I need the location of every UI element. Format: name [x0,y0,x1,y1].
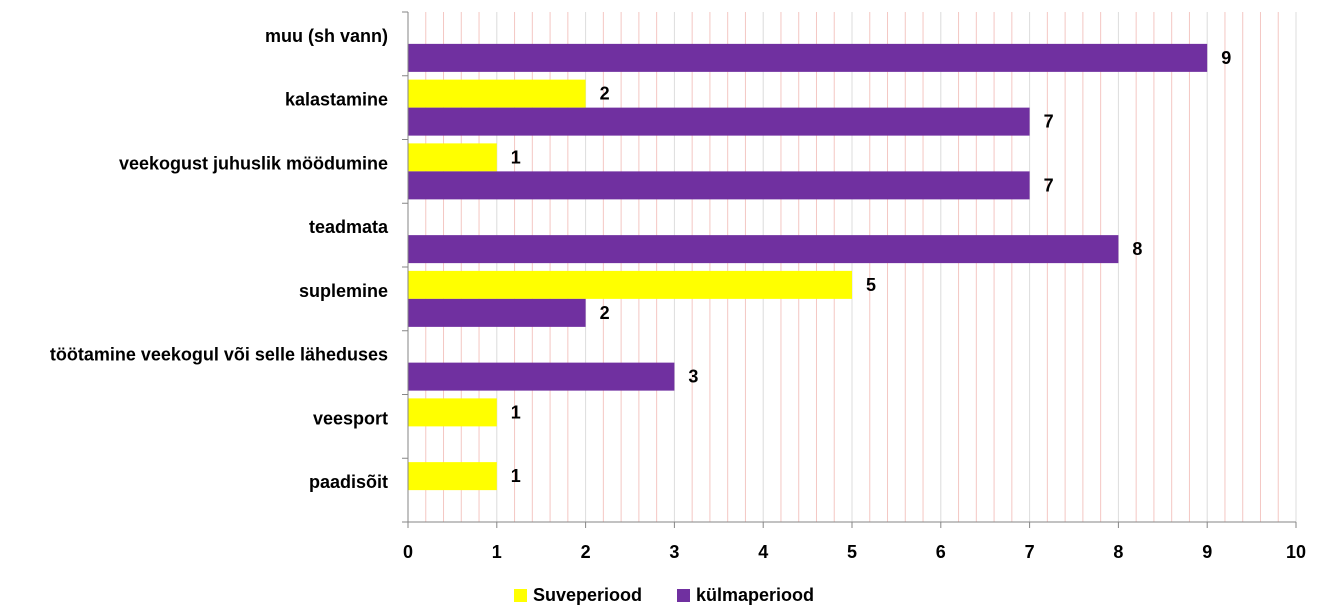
bar-cold-4 [408,298,586,327]
category-label: veekogust juhuslik möödumine [119,153,388,173]
bar-cold-5 [408,362,675,391]
bar-summer-7 [408,462,497,491]
legend-swatch-cold [677,589,690,602]
data-label: 3 [688,367,698,387]
x-tick-label: 4 [758,542,768,562]
data-label: 1 [511,466,521,486]
labels: 9 muu (sh vann) 2 7 kalastamine 1 7 veekogust j… [50,26,1231,492]
x-tick-label: 8 [1113,542,1123,562]
data-label: 1 [511,402,521,422]
data-label: 7 [1044,175,1054,195]
data-label: 5 [866,275,876,295]
data-label: 1 [511,147,521,167]
bar-cold-2 [408,171,1030,200]
bar-summer-4 [408,270,852,299]
bars [408,43,1208,491]
x-tick-label: 2 [581,542,591,562]
category-label: paadisõit [309,472,388,492]
category-label: veesport [313,408,388,428]
legend-label: Suveperiood [533,585,642,605]
data-label: 2 [600,303,610,323]
legend: Suveperiood külmaperiood [514,585,814,605]
x-tick-label: 0 [403,542,413,562]
bar-cold-3 [408,235,1119,264]
data-label: 8 [1132,239,1142,259]
category-label: töötamine veekogul või selle läheduses [50,345,388,365]
x-tick-label: 9 [1202,542,1212,562]
bar-summer-6 [408,398,497,427]
data-label: 9 [1221,48,1231,68]
legend-label: külmaperiood [696,585,814,605]
bar-cold-0 [408,43,1208,72]
legend-swatch-summer [514,589,527,602]
data-label: 2 [600,84,610,104]
x-tick-label: 1 [492,542,502,562]
x-tick-label: 5 [847,542,857,562]
bar-cold-1 [408,107,1030,136]
x-tick-label: 10 [1286,542,1306,562]
category-label: suplemine [299,281,388,301]
x-tick-label: 3 [669,542,679,562]
data-label: 7 [1044,112,1054,132]
x-tick-label: 7 [1025,542,1035,562]
bar-summer-1 [408,79,586,108]
bar-summer-2 [408,143,497,172]
axes: 0 1 2 3 4 5 6 7 8 9 10 [402,11,1306,562]
category-label: muu (sh vann) [265,26,388,46]
category-label: teadmata [309,217,389,237]
x-tick-label: 6 [936,542,946,562]
category-label: kalastamine [285,90,388,110]
